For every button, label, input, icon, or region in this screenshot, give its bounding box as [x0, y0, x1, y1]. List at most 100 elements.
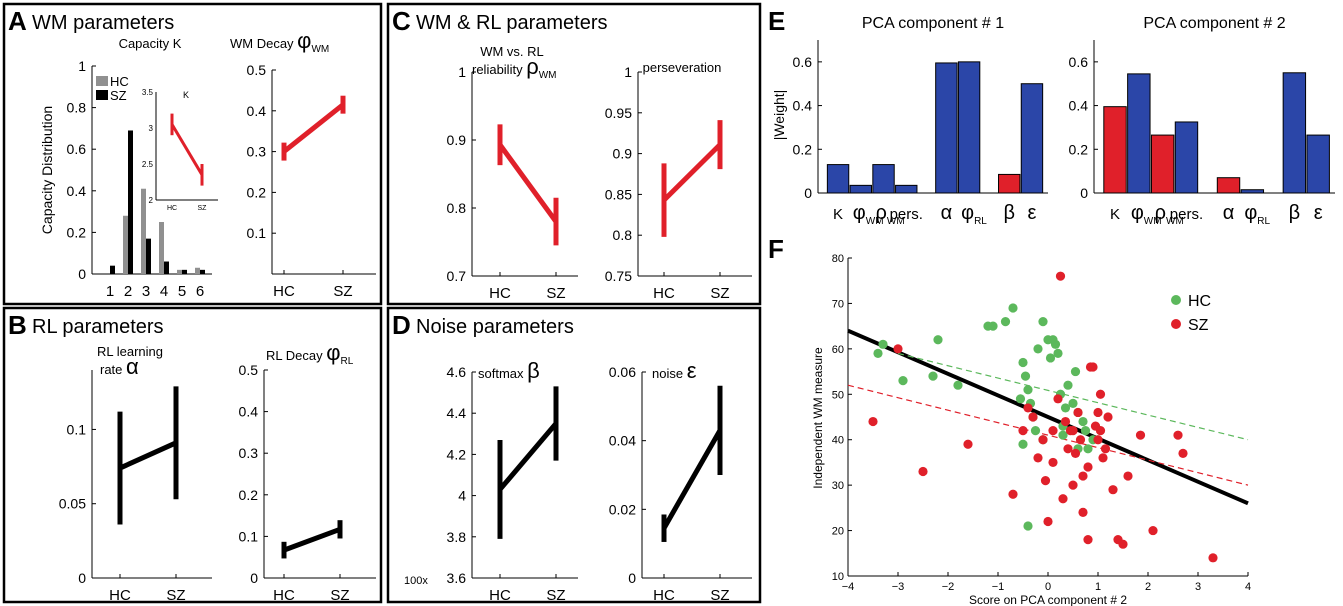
panel-a-letter: A — [8, 6, 27, 36]
panel-b-letter: B — [8, 310, 27, 340]
a2-ytick-label-4: 0.5 — [247, 62, 267, 78]
b1-title-line2: rate α — [100, 354, 139, 379]
e1-xtick-label-2: ρWM — [876, 202, 905, 227]
f-xtick-label-3: −1 — [992, 581, 1005, 593]
e1-bar-6 — [998, 173, 1021, 194]
f-ytick-label-3: 40 — [832, 435, 844, 447]
f-fit-line-hc — [897, 352, 1249, 441]
panel-d-title: Noise parameters — [416, 316, 574, 338]
e1-ytick-label-3: 0.6 — [793, 54, 813, 70]
f-point-hc-10 — [1015, 394, 1026, 404]
a1-bar-hc-2 — [123, 215, 128, 274]
f-point-sz-10 — [1043, 516, 1053, 527]
a2-xtick-label-sz: SZ — [333, 283, 352, 300]
f-point-sz-11 — [1048, 457, 1058, 468]
a1-bar-hc-3 — [141, 188, 146, 274]
e1-bar-0 — [826, 164, 850, 194]
f-xtick-label-0: −4 — [842, 581, 855, 593]
d1-ytick-label-4: 4.4 — [447, 405, 467, 421]
f-point-sz-37 — [1118, 539, 1128, 549]
f-point-hc-0 — [873, 348, 883, 358]
a1-inset-title: K — [183, 90, 189, 100]
d1-series-line — [498, 421, 558, 492]
e2-ytick-label-0: 0 — [1080, 185, 1088, 201]
f-point-hc-29 — [1070, 366, 1081, 377]
f-point-sz-39 — [1135, 430, 1146, 440]
a1-ytick-label-0: 0 — [78, 266, 86, 282]
f-point-sz-15 — [1058, 494, 1068, 504]
e2-bar-3 — [1174, 121, 1199, 194]
f-point-sz-1 — [918, 466, 928, 477]
f-point-sz-42 — [1178, 448, 1188, 458]
e1-xtick-label-0: K — [833, 206, 843, 223]
f-point-sz-9 — [1040, 476, 1051, 486]
f-point-hc-27 — [1063, 380, 1073, 390]
f-xlabel: Score on PCA component # 2 — [969, 593, 1127, 606]
c1-xtick-label-sz: SZ — [546, 285, 565, 302]
a1-bar-sz-3 — [146, 238, 151, 274]
f-point-hc-7 — [988, 321, 998, 331]
panel-e-letter: E — [768, 6, 785, 36]
e2-ytick-label-3: 0.6 — [1069, 54, 1089, 70]
f-xtick-label-7: 3 — [1195, 581, 1201, 593]
d1-ytick-label-0: 3.6 — [447, 570, 467, 586]
c1-ytick-label-3: 1 — [458, 64, 466, 80]
a1-bar-sz-6 — [200, 269, 205, 274]
a1-title: Capacity K — [119, 36, 182, 51]
b1-ytick-label-1: 0.05 — [59, 496, 86, 512]
d2-ytick-label-0: 0 — [628, 570, 636, 586]
f-point-hc-3 — [933, 335, 943, 345]
b1-xtick-label-hc: HC — [109, 587, 131, 604]
c2-title: perseveration — [643, 60, 722, 75]
f-xtick-label-4: 0 — [1045, 581, 1051, 593]
c1-xtick-label-hc: HC — [489, 285, 511, 302]
panel-b-title: RL parameters — [32, 316, 164, 338]
c1-title-line1: WM vs. RL — [480, 44, 544, 59]
f-point-hc-38 — [1083, 444, 1093, 454]
f-xtick-label-8: 4 — [1245, 581, 1251, 593]
f-legend-sz: SZ — [1188, 317, 1209, 334]
a1-bar-sz-5 — [182, 269, 187, 274]
d1-ytick-label-1: 3.8 — [447, 529, 467, 545]
d2-ytick-label-3: 0.06 — [609, 364, 636, 380]
f-point-sz-30 — [1095, 426, 1106, 436]
a2-ytick-label-0: 0.1 — [247, 225, 267, 241]
f-ytick-label-7: 80 — [832, 253, 844, 265]
a1-xtick-label-6: 6 — [196, 283, 204, 300]
d2-xtick-label-sz: SZ — [710, 587, 729, 604]
f-ytick-label-4: 50 — [832, 389, 844, 401]
a1-legend-swatch-hc — [96, 76, 108, 86]
f-point-sz-22 — [1075, 435, 1086, 445]
a1-xtick-label-1: 1 — [106, 283, 114, 300]
a1-inset-line — [170, 123, 204, 176]
e2-xtick-label-2: ρWM — [1155, 202, 1184, 227]
f-xtick-label-1: −3 — [892, 581, 905, 593]
e2-xtick-label-5: φRL — [1244, 202, 1270, 227]
f-point-sz-4 — [1018, 426, 1028, 436]
c2-xtick-label-sz: SZ — [710, 285, 729, 302]
e2-xtick-label-7: ε — [1314, 202, 1323, 224]
c2-ytick-label-3: 0.9 — [613, 146, 633, 162]
f-point-sz-34 — [1083, 535, 1093, 545]
a1-inset-xtick-label-0: HC — [167, 205, 177, 212]
panel-a-frame — [2, 2, 383, 306]
e2-xtick-label-1: φWM — [1131, 202, 1162, 227]
a1-ytick-label-2: 0.4 — [67, 183, 87, 199]
d2-title: noise ε — [652, 358, 697, 383]
e1-ytick-label-1: 0.2 — [793, 141, 813, 157]
e2-bar-5 — [1240, 189, 1265, 194]
a1-ytick-label-4: 0.8 — [67, 100, 87, 116]
a1-xtick-label-4: 4 — [160, 283, 168, 300]
b2-ytick-label-1: 0.1 — [239, 528, 259, 544]
b2-xtick-label-sz: SZ — [330, 587, 349, 604]
f-ytick-label-1: 20 — [832, 526, 844, 538]
f-point-sz-21 — [1073, 407, 1083, 418]
c2-ytick-label-4: 0.95 — [605, 105, 632, 121]
f-point-hc-11 — [1018, 357, 1028, 368]
a1-bar-hc-5 — [177, 269, 182, 274]
a2-ytick-label-3: 0.4 — [247, 103, 267, 119]
f-xtick-label-6: 2 — [1145, 581, 1151, 593]
e1-ytick-label-2: 0.4 — [793, 98, 813, 114]
f-point-sz-29 — [1093, 435, 1103, 445]
b2-series-line — [283, 526, 341, 553]
